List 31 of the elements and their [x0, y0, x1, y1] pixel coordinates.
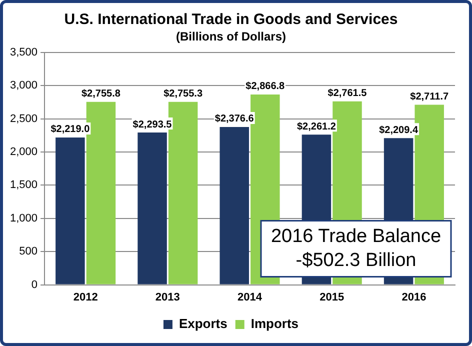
data-label: $2,711.7: [410, 91, 449, 102]
data-label: $2,761.5: [328, 88, 368, 100]
data-label: $2,219.0: [50, 124, 90, 136]
x-tick-label: 2013: [155, 291, 180, 304]
bar: [220, 126, 249, 284]
y-tick-label: 2,500: [10, 112, 38, 125]
y-tick-label: 1,000: [10, 212, 38, 224]
y-tick-label: 0: [31, 278, 38, 291]
data-label: $2,866.8: [246, 81, 286, 92]
annotation: 2016 Trade Balance -$502.3 Billion: [270, 226, 442, 272]
legend-label: Imports: [250, 316, 299, 332]
chart-subtitle: (Billions of Dollars): [176, 30, 286, 44]
x-tick-label: 2015: [320, 291, 344, 304]
x-tick-label: 2016: [402, 291, 426, 304]
data-label: $2,293.5: [132, 119, 172, 130]
y-tick-label: 500: [19, 246, 38, 258]
data-label: $2,261.2: [296, 121, 336, 132]
chart-title: U.S. International Trade in Goods and Services: [64, 11, 398, 28]
data-label: $2,755.8: [82, 88, 121, 100]
y-tick-label: 3,500: [10, 46, 38, 58]
x-tick-label: 2014: [238, 291, 263, 304]
data-label: $2,755.3: [164, 88, 203, 100]
y-tick-label: 1,500: [10, 179, 38, 192]
legend-label: Exports: [178, 316, 228, 332]
y-tick-label: 2,000: [10, 146, 38, 158]
bar: [138, 132, 167, 284]
x-tick-label: 2012: [73, 291, 98, 304]
bar: [56, 137, 85, 284]
y-tick-label: 3,000: [10, 80, 38, 92]
data-label: $2,209.4: [379, 124, 418, 136]
data-label: $2,376.6: [214, 114, 254, 125]
